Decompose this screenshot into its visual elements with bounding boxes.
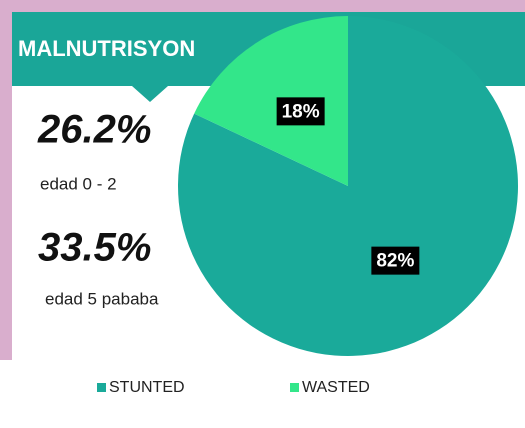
pie-slice: [194, 16, 348, 186]
stat-value: 26.2%: [37, 108, 151, 152]
label-box: [276, 97, 325, 126]
legend-label: WASTED: [302, 379, 370, 396]
title: MALNUTRISYON: [18, 36, 195, 61]
stat-value: 33.5%: [38, 226, 151, 270]
legend-swatch: [290, 383, 299, 392]
data-label: 82%: [376, 251, 414, 272]
legend-label: STUNTED: [109, 379, 185, 396]
label-box: [371, 246, 420, 275]
stat-label: edad 5 pababa: [45, 289, 159, 308]
pie-slice: [177, 16, 518, 356]
legend-area: [0, 360, 525, 428]
stat-label: edad 0 - 2: [40, 174, 117, 193]
banner-pointer: [132, 86, 168, 102]
legend-swatch: [97, 383, 106, 392]
data-label: 18%: [282, 101, 320, 122]
